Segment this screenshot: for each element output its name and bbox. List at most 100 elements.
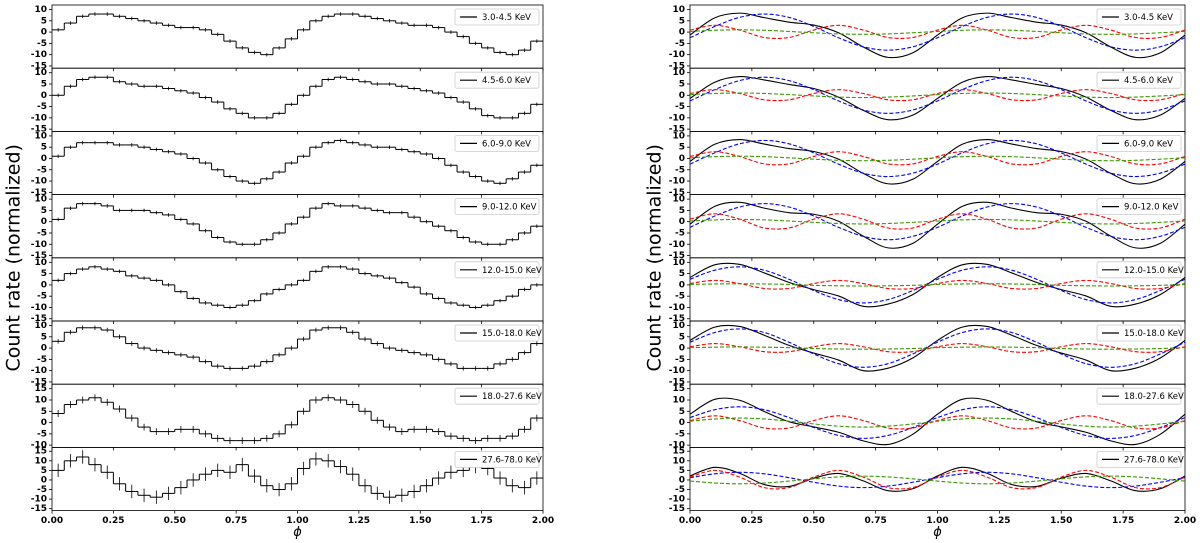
legend-box xyxy=(1096,8,1182,26)
legend-box xyxy=(1096,71,1182,89)
y-tick-label: 0 xyxy=(41,154,47,164)
fourier-curve xyxy=(689,475,1186,485)
y-tick-label: 10 xyxy=(34,456,47,466)
y-tick-label: -10 xyxy=(669,303,685,313)
y-tick-label: 0 xyxy=(41,344,47,354)
x-tick-label: 2.00 xyxy=(532,516,554,526)
legend-label: 3.0-4.5 KeV xyxy=(482,13,531,23)
fourier-curve xyxy=(689,12,1186,59)
y-tick-label: -15 xyxy=(31,251,47,261)
y-tick-label: -10 xyxy=(669,495,685,505)
y-tick-label: 5 xyxy=(41,80,47,90)
y-tick-label: -5 xyxy=(37,292,47,302)
x-tick-label: 2.00 xyxy=(1174,516,1196,526)
y-tick-label: 0 xyxy=(679,91,685,101)
fourier-curve xyxy=(689,75,1186,121)
y-tick-label: 10 xyxy=(34,396,47,406)
y-tick-label: 0 xyxy=(679,217,685,227)
y-tick-label: -15 xyxy=(31,377,47,387)
y-tick-label: -5 xyxy=(675,485,685,495)
legend-box xyxy=(454,387,540,405)
legend-box xyxy=(1096,134,1182,152)
y-tick-label: 5 xyxy=(679,80,685,90)
y-tick-label: 10 xyxy=(34,68,47,78)
y-tick-label: 0 xyxy=(679,280,685,290)
y-tick-label: -10 xyxy=(31,240,47,250)
x-tick-label: 0.25 xyxy=(741,516,763,526)
fourier-curve xyxy=(689,203,1186,241)
y-tick-label: 10 xyxy=(672,131,685,141)
y-tick-label: -10 xyxy=(31,113,47,123)
y-tick-label: -5 xyxy=(37,485,47,495)
y-tick-label: -15 xyxy=(669,251,685,261)
y-tick-label: 0 xyxy=(679,28,685,38)
y-tick-label: 5 xyxy=(41,407,47,417)
y-tick-label: 10 xyxy=(672,321,685,331)
y-tick-label: -15 xyxy=(669,314,685,324)
y-tick-label: 15 xyxy=(672,384,685,394)
y-tick-label: 0 xyxy=(679,344,685,354)
y-tick-label: 5 xyxy=(41,206,47,216)
y-tick-label: -5 xyxy=(675,228,685,238)
y-tick-label: 5 xyxy=(41,269,47,279)
x-tick-label: 1.25 xyxy=(348,516,370,526)
y-tick-label: -15 xyxy=(669,377,685,387)
legend-box xyxy=(454,71,540,89)
legend-label: 27.6-78.0 KeV xyxy=(482,455,542,465)
legend-label: 9.0-12.0 KeV xyxy=(482,203,537,213)
y-tick-label: 10 xyxy=(672,68,685,78)
fourier-curve xyxy=(689,76,1186,114)
y-tick-label: -5 xyxy=(37,39,47,49)
x-tick-label: 1.00 xyxy=(926,516,948,526)
fourier-curve xyxy=(689,406,1186,439)
y-tick-label: -15 xyxy=(31,61,47,71)
fourier-curve xyxy=(689,155,1186,162)
y-tick-label: 0 xyxy=(41,418,47,428)
fourier-curve xyxy=(689,218,1186,225)
y-tick-label: 0 xyxy=(41,475,47,485)
y-tick-label: -15 xyxy=(669,504,685,514)
y-tick-label: -10 xyxy=(31,303,47,313)
fourier-curve xyxy=(689,92,1186,99)
y-tick-label: -10 xyxy=(669,240,685,250)
y-tick-label: 0 xyxy=(41,280,47,290)
fourier-curve xyxy=(689,262,1186,308)
fourier-curve xyxy=(689,213,1186,230)
y-tick-label: -5 xyxy=(37,355,47,365)
fourier-curve xyxy=(689,89,1186,102)
fourier-curve xyxy=(689,138,1186,185)
legend-box xyxy=(454,198,540,216)
y-tick-label: -15 xyxy=(669,61,685,71)
y-tick-label: -10 xyxy=(31,50,47,60)
y-tick-label: -15 xyxy=(669,188,685,198)
y-tick-label: -5 xyxy=(675,429,685,439)
x-tick-label: 1.75 xyxy=(471,516,493,526)
fourier-curve xyxy=(689,266,1186,304)
x-tick-label: 0.25 xyxy=(102,516,124,526)
x-tick-label: 0.00 xyxy=(679,516,701,526)
fourier-curve xyxy=(689,417,1186,428)
x-tick-label: 1.75 xyxy=(1112,516,1134,526)
legend-box xyxy=(1096,324,1182,342)
y-tick-label: -5 xyxy=(675,39,685,49)
x-axis-label: ϕ xyxy=(293,525,302,540)
y-tick-label: 10 xyxy=(34,321,47,331)
y-tick-label: -15 xyxy=(31,314,47,324)
y-tick-label: -10 xyxy=(669,177,685,187)
y-tick-label: 0 xyxy=(41,217,47,227)
legend-label: 15.0-18.0 KeV xyxy=(1124,329,1184,339)
legend-label: 4.5-6.0 KeV xyxy=(482,76,531,86)
y-tick-label: 5 xyxy=(679,407,685,417)
legend-box xyxy=(454,450,540,468)
legend-label: 3.0-4.5 KeV xyxy=(1124,13,1173,23)
y-tick-label: 10 xyxy=(672,195,685,205)
legend-box xyxy=(1096,198,1182,216)
legend-box xyxy=(454,261,540,279)
y-tick-label: 0 xyxy=(679,418,685,428)
legend-label: 18.0-27.6 KeV xyxy=(482,392,542,402)
fourier-curve xyxy=(689,469,1186,490)
y-tick-label: -5 xyxy=(37,429,47,439)
y-tick-label: 0 xyxy=(679,475,685,485)
legend-box xyxy=(454,324,540,342)
y-tick-label: 10 xyxy=(672,396,685,406)
